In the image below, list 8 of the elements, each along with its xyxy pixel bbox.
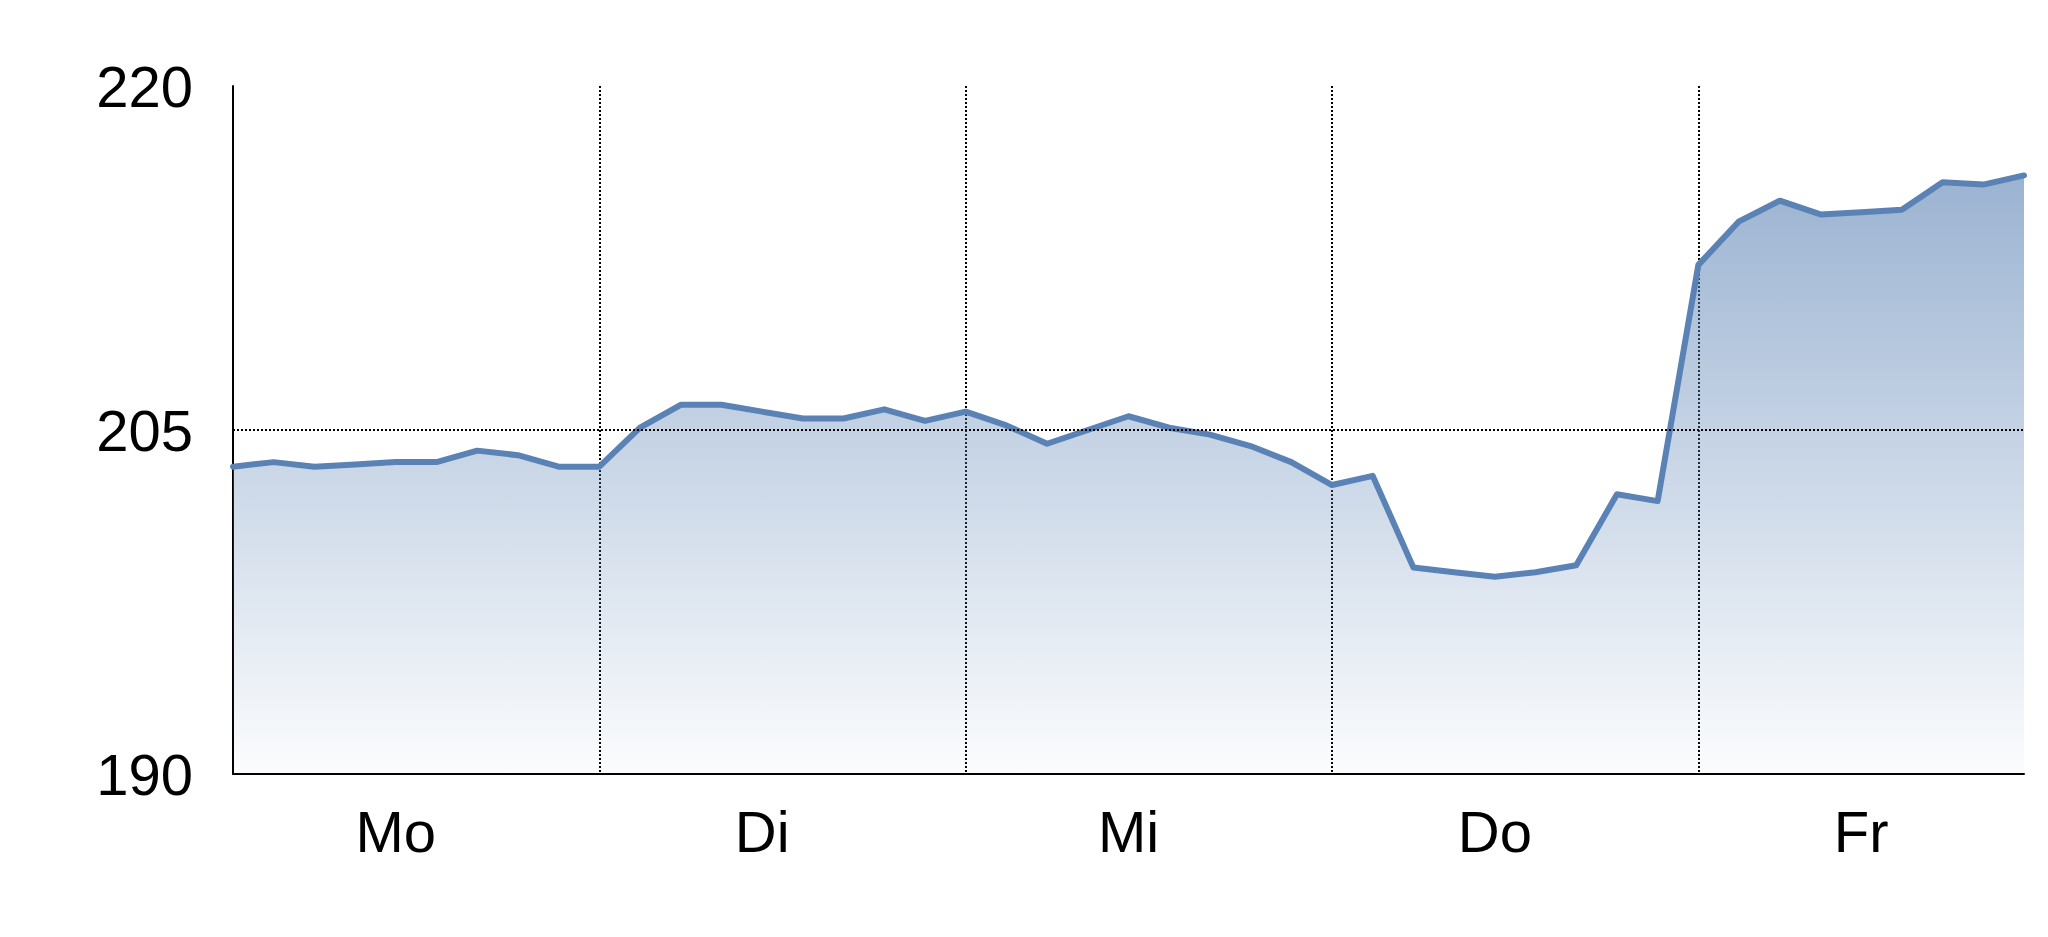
- x-tick-label: Mi: [1097, 798, 1160, 864]
- y-tick-label: 205: [96, 397, 193, 463]
- x-tick-label: Do: [1457, 798, 1532, 864]
- x-tick-label: Fr: [1833, 798, 1889, 864]
- y-tick-label: 190: [96, 741, 193, 807]
- y-tick-label: 220: [96, 53, 193, 119]
- x-tick-label: Di: [734, 798, 790, 864]
- x-tick-label: Mo: [355, 798, 437, 864]
